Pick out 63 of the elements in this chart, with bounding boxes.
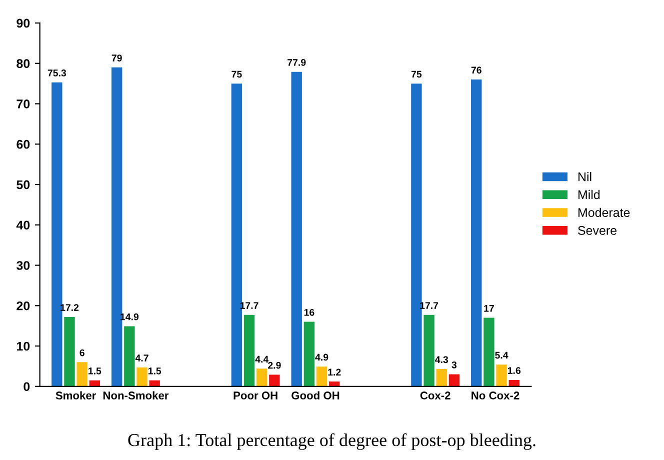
legend-label: Moderate [578, 208, 630, 218]
bar [411, 84, 422, 386]
data-label: 77.9 [288, 59, 306, 66]
data-label: 16 [304, 308, 314, 316]
bar [424, 314, 434, 386]
bar [76, 362, 88, 386]
bar [136, 367, 148, 386]
data-label: 17 [484, 305, 494, 312]
bar [304, 322, 315, 386]
y-tick-label: 80 [16, 59, 30, 68]
data-label: 6 [80, 349, 84, 356]
bar [256, 368, 268, 386]
data-label: 4.9 [315, 354, 328, 361]
data-label: 4.7 [135, 354, 148, 362]
x-tick-label: Poor OH [234, 392, 278, 400]
data-label: 75 [232, 70, 242, 78]
legend-label: Nil [578, 172, 592, 182]
y-tick-label: 10 [17, 342, 30, 351]
y-tick-label: 70 [16, 100, 30, 108]
data-label: 75 [411, 70, 422, 78]
data-label: 5.4 [495, 352, 508, 359]
y-tick-label: 0 [24, 382, 30, 392]
y-tick-label: 50 [16, 180, 30, 190]
bar [291, 72, 302, 386]
data-label: 1.5 [88, 368, 102, 374]
data-label: 4.4 [255, 356, 269, 363]
data-label: 1.2 [328, 368, 341, 376]
bar [496, 364, 507, 386]
x-tick-label: Non-Smoker [103, 391, 169, 400]
bar [244, 314, 255, 386]
data-label: 79 [112, 54, 122, 62]
y-tick-label: 40 [16, 220, 30, 230]
bar [269, 374, 280, 386]
bar [471, 80, 482, 386]
bar [52, 82, 62, 386]
bar [508, 380, 520, 386]
bar [316, 366, 328, 386]
legend-label: Mild [578, 190, 600, 200]
y-tick-label: 30 [16, 261, 30, 270]
x-tick-label: No Cox-2 [472, 392, 520, 400]
bar [111, 67, 122, 386]
bar [484, 318, 494, 386]
bar [64, 316, 75, 386]
bar [149, 380, 160, 386]
data-label: 76 [471, 66, 482, 74]
y-tick-label: 60 [16, 140, 30, 149]
legend-label: Severe [578, 226, 616, 235]
data-label: 2.9 [268, 362, 281, 369]
data-label: 1.5 [148, 368, 162, 374]
x-tick-label: Cox-2 [420, 392, 450, 400]
data-label: 1.6 [508, 367, 521, 374]
bar [448, 374, 460, 386]
y-tick-label: 90 [16, 18, 30, 28]
bar [436, 369, 447, 386]
data-label: 3 [452, 361, 457, 368]
y-tick-label: 20 [16, 301, 30, 310]
bar [329, 382, 340, 386]
x-tick-label: Smoker [56, 391, 96, 400]
text: Graph 1: Total percentage of degree of post-op bleeding. [128, 433, 536, 450]
bar [124, 326, 135, 386]
x-tick-label: Good OH [292, 391, 340, 400]
data-label: 75.3 [48, 70, 66, 76]
data-label: 4.3 [435, 356, 448, 364]
